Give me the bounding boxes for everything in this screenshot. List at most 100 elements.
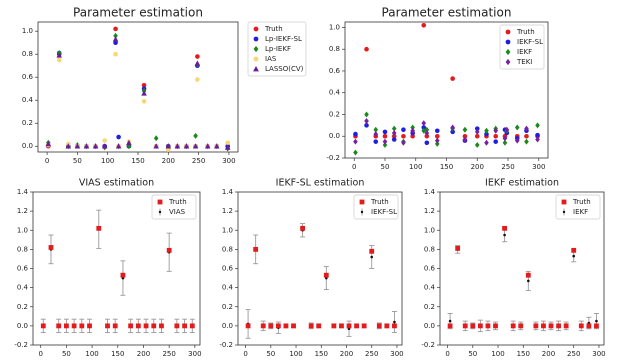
- point: [410, 133, 415, 139]
- legend-label: IEKF-SL: [371, 208, 397, 216]
- point: [586, 323, 592, 329]
- point: [421, 127, 427, 134]
- point: [410, 124, 415, 131]
- point: [195, 54, 200, 59]
- y-tick-label: 0.0: [17, 322, 28, 330]
- point: [373, 126, 379, 133]
- x-tick-label: 200: [162, 157, 175, 165]
- point: [143, 323, 149, 329]
- y-tick-label: 0.0: [222, 322, 233, 330]
- point: [434, 128, 440, 134]
- y-tick-label: 1.0: [222, 226, 233, 234]
- x-tick-label: 100: [409, 163, 422, 171]
- x-tick-label: 100: [85, 350, 98, 358]
- point: [116, 134, 121, 140]
- point: [493, 139, 499, 144]
- point: [392, 323, 397, 329]
- point: [493, 133, 499, 139]
- y-tick-label: 1.4: [424, 188, 436, 196]
- point: [524, 125, 529, 132]
- point: [510, 323, 516, 329]
- point: [331, 323, 337, 329]
- point: [462, 133, 468, 139]
- point: [316, 323, 322, 329]
- point: [113, 32, 118, 39]
- point: [450, 124, 455, 131]
- point: [518, 323, 524, 329]
- point: [535, 136, 540, 143]
- y-tick-label: 1.0: [22, 27, 33, 35]
- legend-label: LASSO(CV): [265, 65, 304, 73]
- point: [514, 137, 520, 144]
- point: [308, 323, 314, 329]
- legend-label: Truth: [264, 25, 283, 33]
- point: [71, 323, 77, 329]
- y-tick-label: 0.6: [222, 265, 234, 273]
- x-tick-label: 100: [101, 157, 114, 165]
- x-tick-label: 150: [111, 350, 124, 358]
- point: [462, 126, 468, 133]
- y-tick-label: 0.4: [222, 284, 234, 292]
- x-tick-label: 300: [390, 350, 403, 358]
- y-tick-label: 1.4: [17, 188, 29, 196]
- point: [214, 143, 220, 149]
- y-tick-label: 0.6: [424, 265, 436, 273]
- point: [364, 111, 369, 118]
- chart-title: IEKF estimation: [485, 178, 559, 189]
- point: [572, 254, 576, 258]
- point: [503, 233, 506, 237]
- legend-label: Truth: [516, 28, 535, 36]
- x-tick-label: 150: [440, 163, 453, 171]
- y-tick-label: -0.2: [326, 154, 340, 162]
- point: [253, 246, 259, 252]
- point: [159, 323, 164, 329]
- point: [141, 99, 147, 104]
- point: [502, 135, 508, 142]
- point: [105, 323, 110, 329]
- point: [182, 323, 187, 329]
- x-tick-label: 0: [445, 350, 449, 358]
- legend-swatch: [253, 56, 259, 62]
- point: [370, 255, 374, 259]
- point: [373, 131, 379, 138]
- point: [450, 76, 455, 81]
- point: [224, 144, 231, 150]
- point: [541, 323, 546, 329]
- x-tick-label: 100: [289, 350, 302, 358]
- y-tick-label: 1.2: [424, 207, 435, 215]
- point: [533, 323, 539, 329]
- legend-swatch: [253, 65, 259, 72]
- point: [474, 133, 480, 139]
- legend-label: Truth: [168, 198, 187, 206]
- point: [485, 323, 491, 329]
- point: [275, 323, 281, 329]
- point: [563, 323, 569, 329]
- point: [524, 138, 529, 145]
- point: [484, 131, 489, 137]
- y-tick-label: 0.4: [17, 284, 29, 292]
- x-tick-label: 300: [532, 163, 545, 171]
- point: [346, 323, 352, 329]
- legend-swatch: [359, 199, 365, 205]
- y-tick-label: 0.4: [22, 96, 34, 104]
- x-tick-label: 200: [471, 163, 484, 171]
- legend-label: IEKF: [573, 208, 588, 216]
- point: [40, 323, 46, 329]
- legend-swatch: [505, 48, 511, 56]
- x-tick-label: 0: [352, 163, 356, 171]
- legend-swatch: [505, 39, 511, 45]
- point: [83, 143, 90, 149]
- point: [113, 26, 118, 32]
- point: [135, 323, 141, 329]
- point: [56, 57, 62, 63]
- point: [527, 279, 530, 283]
- legend-swatch: [253, 26, 259, 32]
- y-tick-label: 0.8: [17, 245, 28, 253]
- legend-swatch: [505, 29, 511, 35]
- point: [174, 323, 180, 329]
- point: [474, 141, 480, 148]
- legend-box: [247, 21, 307, 77]
- x-tick-label: 0: [243, 350, 247, 358]
- point: [92, 143, 99, 149]
- point: [141, 90, 147, 96]
